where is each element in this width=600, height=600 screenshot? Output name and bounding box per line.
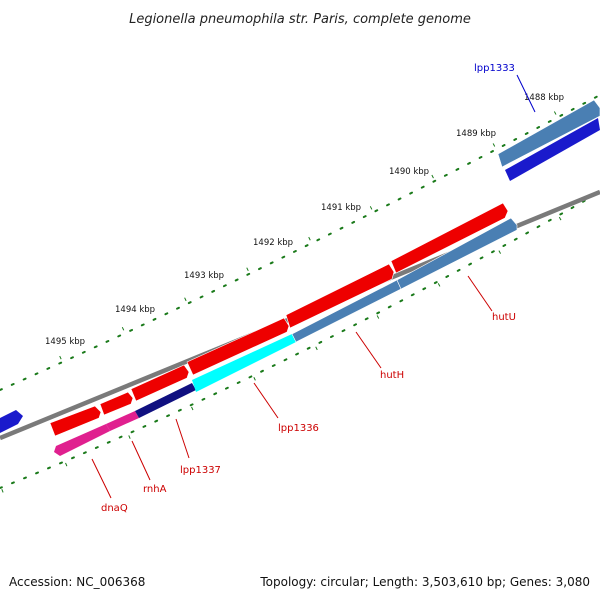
leader-lpp1337 <box>175 418 190 459</box>
top-right-features <box>497 99 600 181</box>
scale-labels: 1488 kbp 1489 kbp 1490 kbp 1491 kbp 1492… <box>45 93 564 347</box>
scale-label-1494: 1494 kbp <box>115 305 155 315</box>
left-edge-feature <box>0 410 23 433</box>
accession-text: Accession: NC_006368 <box>9 575 145 589</box>
cds-dnaQ-forward <box>49 405 102 437</box>
cds-rnhA <box>106 411 139 431</box>
gene-leader-lines <box>91 74 536 499</box>
cds-hutH-forward <box>285 263 395 329</box>
scale-label-1489: 1489 kbp <box>456 129 496 139</box>
gene-label-hutU[interactable]: hutU <box>492 312 516 323</box>
cds-lpp1336 <box>192 334 296 392</box>
gene-label-hutH[interactable]: hutH <box>380 370 404 381</box>
scale-label-1492: 1492 kbp <box>253 238 293 248</box>
cds-dnaQ <box>54 424 110 456</box>
cds-hutU-forward <box>390 202 509 274</box>
leader-dnaQ <box>91 458 112 499</box>
inner-major-ticks <box>1 194 600 493</box>
inner-minor-ticks <box>0 191 600 489</box>
leader-rnhA <box>131 440 151 481</box>
scale-label-1491: 1491 kbp <box>321 203 361 213</box>
genome-summary-text: Topology: circular; Length: 3,503,610 bp… <box>259 575 590 589</box>
gene-label-dnaQ[interactable]: dnaQ <box>101 503 128 514</box>
scale-label-1493: 1493 kbp <box>184 271 224 281</box>
scale-label-1490: 1490 kbp <box>389 167 429 177</box>
cds-rnhA-forward <box>99 391 134 416</box>
scale-label-1495: 1495 kbp <box>45 337 85 347</box>
gene-label-lpp1333[interactable]: lpp1333 <box>474 63 515 74</box>
gene-label-rnhA[interactable]: rnhA <box>143 484 167 495</box>
outer-minor-ticks <box>0 94 600 391</box>
leader-hutU <box>467 275 493 312</box>
gene-labels: lpp1333 hutU hutH lpp1336 lpp1337 rnhA d… <box>101 63 516 514</box>
outer-scale-ticks <box>0 89 600 391</box>
outer-major-ticks <box>0 89 598 387</box>
forward-cds-row <box>49 202 509 437</box>
reverse-cds-row <box>54 217 518 456</box>
inner-scale-ticks <box>0 191 600 493</box>
cds-lpp1337-forward <box>130 364 190 402</box>
cds-lpp1336-forward <box>186 317 290 376</box>
gene-label-lpp1336[interactable]: lpp1336 <box>278 423 319 434</box>
leader-lpp1333 <box>516 74 536 113</box>
lpp1333-feature <box>505 118 600 181</box>
reverse-cds-top <box>497 99 600 168</box>
cds-hutU <box>396 217 518 290</box>
leader-lpp1336 <box>253 382 279 419</box>
gene-label-lpp1337[interactable]: lpp1337 <box>180 465 221 476</box>
leader-hutH <box>355 331 382 369</box>
cds-lpp1337 <box>135 383 196 418</box>
map-title: Legionella pneumophila str. Paris, compl… <box>129 12 471 27</box>
scale-label-1488: 1488 kbp <box>524 93 564 103</box>
